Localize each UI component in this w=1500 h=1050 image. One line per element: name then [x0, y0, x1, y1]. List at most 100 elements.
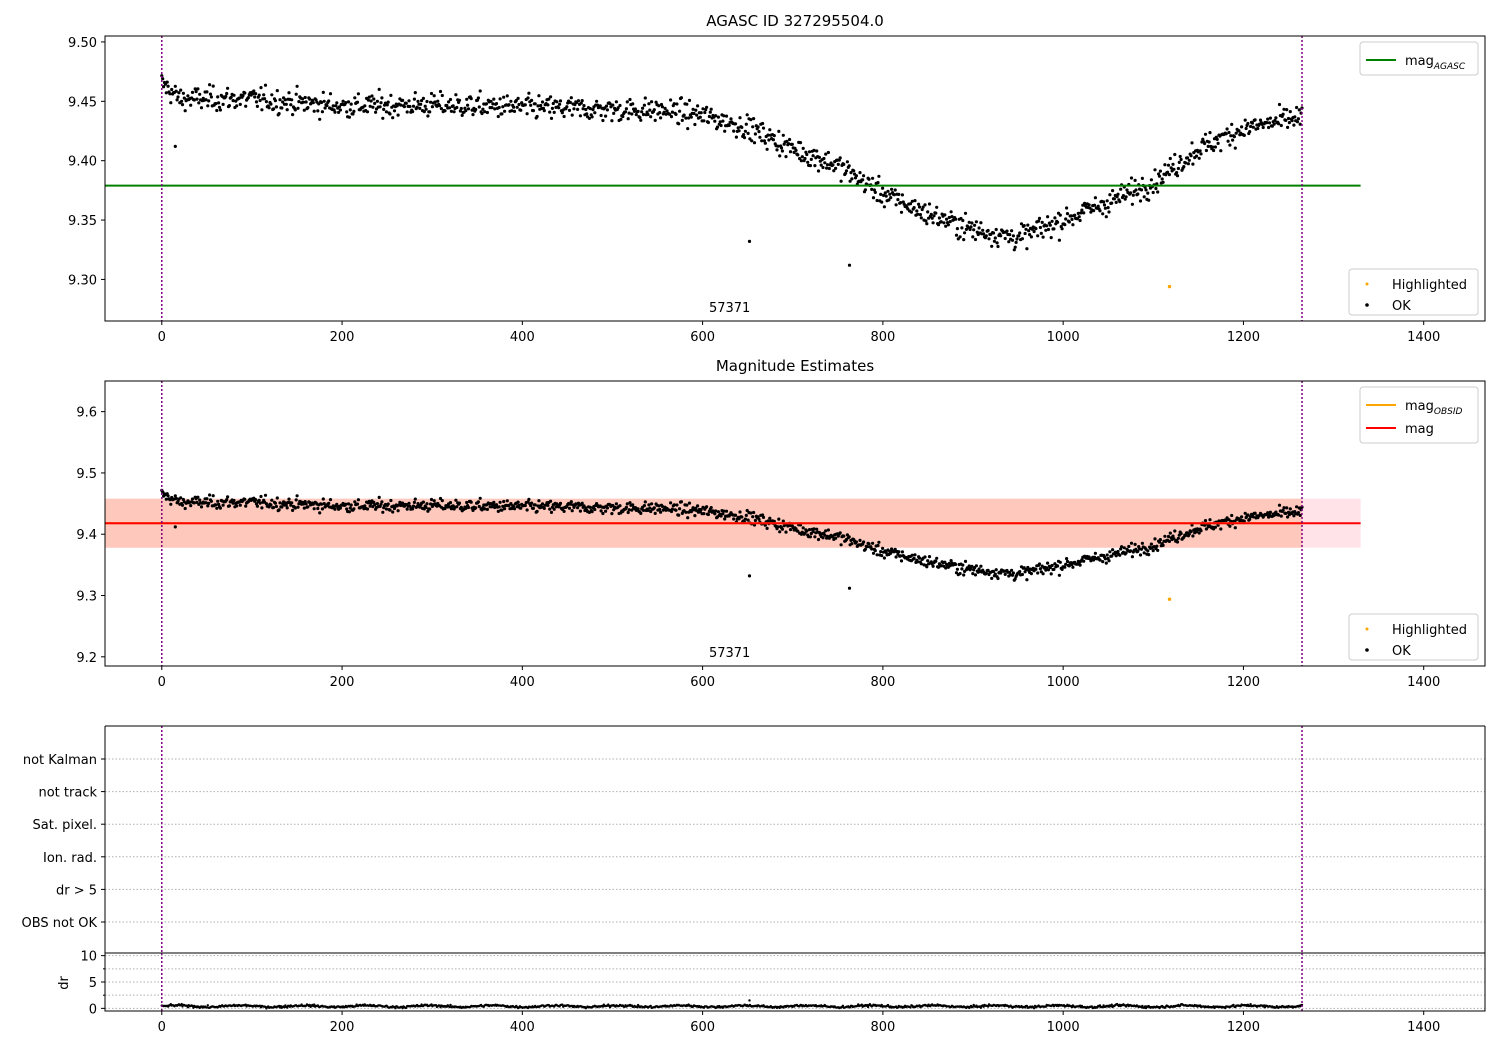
ok-point	[894, 203, 898, 207]
ok-point	[939, 220, 943, 224]
ok-point	[333, 507, 337, 511]
ok-point	[537, 94, 541, 98]
ok-point	[1282, 107, 1286, 111]
ok-point	[1131, 193, 1135, 197]
ok-point	[1219, 527, 1223, 531]
ok-point	[636, 507, 640, 511]
ok-point	[654, 100, 658, 104]
ok-point	[640, 110, 644, 114]
ok-point	[672, 503, 676, 507]
ok-point	[798, 157, 802, 161]
ok-point	[642, 504, 647, 508]
dr-point	[192, 1006, 195, 1009]
ok-point	[970, 564, 974, 569]
ok-point	[682, 113, 686, 117]
ok-point	[1075, 217, 1079, 221]
ok-point	[1014, 240, 1018, 244]
ok-point	[312, 109, 316, 113]
ok-point	[436, 99, 440, 103]
ok-point	[510, 109, 514, 113]
ok-point	[449, 507, 453, 511]
ok-point	[999, 571, 1003, 575]
ok-point	[984, 571, 988, 575]
dr-point	[313, 1003, 316, 1006]
ok-point	[316, 506, 320, 511]
ok-point	[946, 223, 951, 227]
ok-point	[1122, 546, 1126, 550]
ok-point	[164, 91, 168, 95]
ok-point	[732, 129, 736, 133]
ok-point	[1139, 547, 1144, 551]
ok-point	[1078, 563, 1082, 567]
ok-point	[173, 525, 177, 529]
ok-point	[537, 499, 541, 503]
ok-point	[465, 500, 469, 505]
ok-point	[373, 101, 377, 105]
ok-point	[573, 103, 577, 107]
dr-panel: 0 200 400 600 800 1000 1200 1400 0 5 10 dr	[57, 950, 1486, 1035]
ok-point	[500, 112, 504, 116]
ok-point	[209, 95, 213, 99]
ok-point	[788, 150, 793, 154]
ok-point	[659, 116, 663, 120]
ok-point	[844, 171, 848, 175]
ok-point	[650, 100, 654, 104]
ok-point	[1024, 568, 1028, 572]
ok-point	[503, 109, 507, 113]
ok-point	[987, 237, 991, 241]
ok-point	[391, 116, 395, 120]
ok-point	[540, 100, 545, 104]
ok-point	[542, 109, 546, 113]
ok-point	[199, 106, 204, 110]
ok-point	[1266, 117, 1270, 121]
ok-point	[601, 511, 605, 516]
ok-point	[304, 502, 308, 506]
ok-point	[900, 550, 905, 554]
ok-point	[749, 511, 753, 515]
ok-point	[243, 91, 247, 95]
ok-point	[662, 110, 666, 114]
ok-point	[327, 99, 331, 103]
ok-point	[1277, 503, 1282, 507]
ok-point	[1265, 121, 1269, 125]
x-tick-label: 600	[690, 1020, 715, 1035]
ok-point	[803, 531, 807, 535]
ok-point	[519, 506, 523, 510]
ok-point	[536, 104, 540, 108]
x-tick-label: 1000	[1047, 675, 1080, 690]
ok-point	[1111, 548, 1115, 552]
ok-point	[582, 104, 586, 108]
ok-point	[1243, 118, 1247, 122]
ok-point	[291, 508, 295, 512]
ok-point	[1226, 139, 1230, 143]
ok-point	[686, 516, 690, 520]
ok-point	[197, 101, 201, 105]
ok-point	[854, 174, 859, 178]
dr-point	[1232, 1003, 1235, 1007]
ok-point	[743, 517, 748, 521]
ok-point	[381, 116, 385, 120]
dr-point	[918, 1004, 921, 1007]
ok-point	[1045, 224, 1049, 228]
ok-point	[421, 96, 425, 100]
ok-point	[889, 196, 893, 200]
ok-point	[277, 508, 281, 512]
ok-point	[211, 84, 215, 88]
ok-point	[858, 171, 862, 175]
ok-point	[328, 92, 333, 96]
ok-point	[365, 110, 370, 114]
ok-point	[757, 130, 761, 134]
ok-point	[481, 107, 485, 111]
ok-point	[334, 104, 338, 108]
ok-point	[1038, 225, 1042, 230]
ok-point	[516, 500, 520, 504]
ok-point	[237, 96, 241, 100]
ok-point	[894, 555, 898, 559]
ok-point	[531, 506, 536, 510]
ok-point	[269, 503, 273, 507]
ok-point	[1007, 240, 1011, 244]
ok-point	[645, 110, 649, 114]
x-tick-label: 0	[158, 1020, 166, 1035]
ok-point	[422, 110, 426, 114]
ok-point	[1215, 137, 1219, 141]
